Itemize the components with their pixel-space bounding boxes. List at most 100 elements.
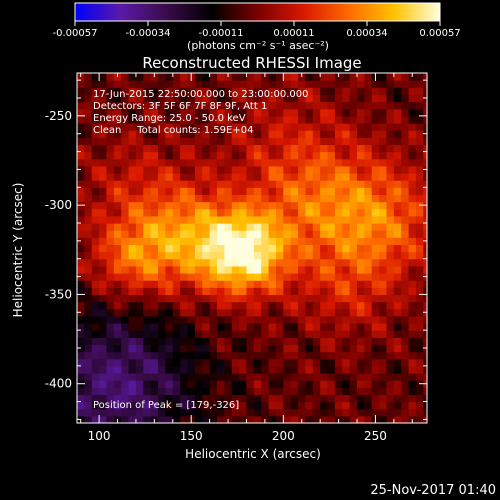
heatmap-cell xyxy=(135,323,144,331)
heatmap-cell xyxy=(386,165,395,174)
heatmap-cell xyxy=(283,373,292,381)
heatmap-cell xyxy=(246,215,255,224)
heatmap-cell xyxy=(342,323,351,331)
heatmap-cell xyxy=(415,215,424,224)
heatmap-cell xyxy=(349,351,358,360)
heatmap-cell xyxy=(379,151,388,160)
heatmap-cell xyxy=(423,323,427,331)
heatmap-cell xyxy=(231,144,240,153)
heatmap-cell xyxy=(298,165,307,174)
heatmap-cell xyxy=(77,173,85,181)
heatmap-cell xyxy=(327,230,336,238)
heatmap-cell xyxy=(408,115,417,124)
heatmap-cell xyxy=(121,237,130,246)
heatmap-cell xyxy=(224,201,233,210)
heatmap-cell xyxy=(415,365,424,374)
heatmap-cell xyxy=(165,308,174,317)
heatmap-cell xyxy=(150,130,159,138)
heatmap-cell xyxy=(290,108,299,117)
heatmap-cell xyxy=(312,180,321,188)
heatmap-cell xyxy=(143,280,152,288)
heatmap-cell xyxy=(106,80,115,88)
heatmap-cell xyxy=(246,130,255,138)
heatmap-cell xyxy=(298,230,307,238)
heatmap-cell xyxy=(320,208,329,217)
heatmap-cell xyxy=(312,415,321,423)
heatmap-cell xyxy=(143,273,152,281)
heatmap-cell xyxy=(113,401,122,410)
heatmap-cell xyxy=(84,308,93,317)
heatmap-cell xyxy=(334,158,343,167)
heatmap-cell xyxy=(165,373,174,381)
heatmap-cell xyxy=(349,101,358,110)
heatmap-cell xyxy=(77,323,85,331)
heatmap-cell xyxy=(99,287,108,296)
heatmap-cell xyxy=(91,158,100,167)
heatmap-cell xyxy=(246,344,255,353)
heatmap-cell xyxy=(268,401,277,410)
heatmap-cell xyxy=(298,115,307,124)
heatmap-cell xyxy=(379,244,388,253)
heatmap-cell xyxy=(217,373,225,381)
heatmap-cell xyxy=(231,401,240,410)
heatmap-cell xyxy=(135,165,144,174)
heatmap-cell xyxy=(172,287,181,296)
heatmap-cell xyxy=(253,165,262,174)
heatmap-cell xyxy=(423,230,427,238)
heatmap-cell xyxy=(290,123,299,131)
heatmap-cell xyxy=(283,273,292,281)
heatmap-cell xyxy=(150,323,159,331)
heatmap-cell xyxy=(401,173,410,181)
heatmap-cell xyxy=(172,165,181,174)
heatmap-cell xyxy=(312,208,321,217)
heatmap-cell xyxy=(202,187,211,196)
heatmap-cell xyxy=(379,294,388,303)
heatmap-cell xyxy=(401,344,410,353)
heatmap-cell xyxy=(349,323,358,331)
heatmap-cell xyxy=(128,408,137,417)
heatmap-cell xyxy=(386,158,395,167)
heatmap-cell xyxy=(239,137,248,146)
heatmap-cell xyxy=(342,337,351,346)
heatmap-cell xyxy=(283,265,292,274)
heatmap-cell xyxy=(246,373,255,381)
heatmap-cell xyxy=(364,201,373,210)
heatmap-cell xyxy=(349,415,358,423)
heatmap-cell xyxy=(357,251,365,260)
heatmap-cell xyxy=(180,73,189,81)
heatmap-cell xyxy=(379,344,388,353)
heatmap-cell xyxy=(143,265,152,274)
heatmap-cell xyxy=(172,144,181,153)
heatmap-cell xyxy=(135,387,144,396)
heatmap-cell xyxy=(275,173,284,181)
heatmap-cell xyxy=(275,130,284,138)
heatmap-cell xyxy=(194,294,203,303)
heatmap-cell xyxy=(290,251,299,260)
heatmap-cell xyxy=(77,394,85,403)
heatmap-cell xyxy=(194,87,203,96)
heatmap-cell xyxy=(113,115,122,124)
heatmap-cell xyxy=(415,373,424,381)
heatmap-cell xyxy=(202,80,211,88)
heatmap-cell xyxy=(408,123,417,131)
heatmap-cell xyxy=(202,358,211,367)
heatmap-cell xyxy=(401,280,410,288)
heatmap-cell xyxy=(379,101,388,110)
heatmap-cell xyxy=(371,101,380,110)
heatmap-cell xyxy=(77,365,85,374)
heatmap-cell xyxy=(320,73,329,81)
heatmap-cell xyxy=(121,358,130,367)
heatmap-cell xyxy=(172,330,181,338)
heatmap-cell xyxy=(143,337,152,346)
axis-ticks: 100 150 200 250-250-300-350-400 xyxy=(45,73,427,443)
heatmap-cell xyxy=(239,337,248,346)
heatmap-cell xyxy=(423,258,427,267)
heatmap-cell xyxy=(334,87,343,96)
heatmap-cell xyxy=(135,223,144,231)
heatmap-cell xyxy=(84,151,93,160)
heatmap-cell xyxy=(150,265,159,274)
heatmap-cell xyxy=(187,244,196,253)
heatmap-cell xyxy=(349,223,358,231)
heatmap-cell xyxy=(298,273,307,281)
heatmap-cell xyxy=(275,415,284,423)
